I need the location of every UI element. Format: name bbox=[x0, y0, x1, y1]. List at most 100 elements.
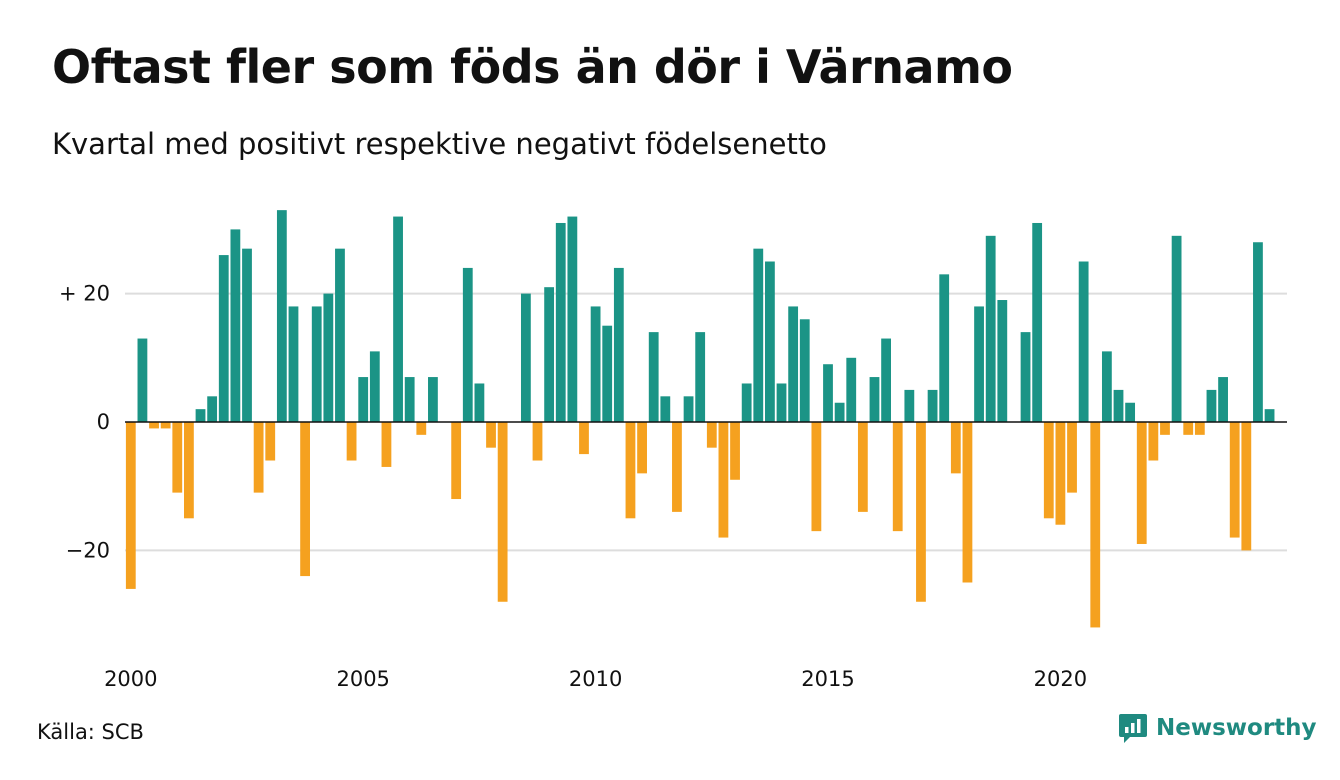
bar bbox=[823, 364, 833, 422]
bar bbox=[1218, 377, 1228, 422]
bar bbox=[1183, 422, 1194, 435]
bar bbox=[195, 409, 206, 422]
bar bbox=[846, 357, 857, 422]
bar bbox=[613, 267, 624, 422]
bar bbox=[462, 267, 473, 422]
brand-logo: Newsworthy bbox=[1118, 712, 1317, 744]
bar bbox=[486, 422, 496, 448]
bar bbox=[683, 396, 694, 422]
bar bbox=[1160, 422, 1170, 435]
bar bbox=[950, 422, 961, 474]
bar bbox=[625, 422, 636, 519]
bar bbox=[207, 396, 218, 422]
bar bbox=[730, 422, 740, 480]
bar bbox=[276, 210, 287, 422]
bar bbox=[358, 377, 369, 422]
bar bbox=[765, 261, 775, 422]
bar bbox=[718, 422, 729, 538]
bar bbox=[1194, 422, 1205, 435]
bar bbox=[404, 377, 415, 422]
bar bbox=[1055, 422, 1066, 525]
x-axis-labels: 2000 2005 2010 2015 2020 bbox=[104, 667, 1087, 691]
bar bbox=[1171, 235, 1182, 422]
bar bbox=[1090, 422, 1101, 628]
bar bbox=[695, 332, 706, 422]
x-tick-label: 2000 bbox=[104, 667, 157, 691]
y-tick-label: 0 bbox=[97, 410, 110, 434]
bar bbox=[451, 422, 462, 500]
bar bbox=[1264, 409, 1275, 422]
bar bbox=[1043, 422, 1054, 519]
bar bbox=[393, 216, 403, 422]
bar bbox=[1125, 402, 1136, 422]
bar bbox=[428, 377, 438, 422]
bar bbox=[288, 306, 299, 422]
bar bbox=[1241, 422, 1252, 551]
bar bbox=[1253, 242, 1263, 422]
bar bbox=[1032, 222, 1043, 422]
y-axis-labels: + 20 0 −20 bbox=[59, 282, 110, 563]
bar bbox=[416, 422, 427, 435]
bar bbox=[323, 293, 334, 422]
bar bbox=[1206, 389, 1217, 422]
bar bbox=[962, 422, 973, 583]
x-tick-label: 2010 bbox=[569, 667, 622, 691]
bar bbox=[706, 422, 717, 448]
bar bbox=[218, 255, 229, 422]
bar bbox=[904, 389, 915, 422]
bar bbox=[125, 422, 136, 589]
bar bbox=[579, 422, 589, 455]
bar bbox=[602, 325, 613, 422]
chart-title: Oftast fler som föds än dör i Värnamo bbox=[52, 40, 1013, 94]
bar bbox=[974, 306, 984, 422]
bar bbox=[253, 422, 264, 493]
bar bbox=[857, 422, 868, 512]
bar bbox=[137, 338, 148, 422]
bar bbox=[660, 396, 671, 422]
bar bbox=[788, 306, 799, 422]
bar bbox=[916, 422, 926, 602]
bar bbox=[567, 216, 578, 422]
bars bbox=[125, 210, 1275, 628]
bar bbox=[753, 248, 764, 422]
bar bbox=[497, 422, 508, 602]
source-note: Källa: SCB bbox=[37, 720, 144, 744]
bar bbox=[1101, 351, 1112, 422]
bar bbox=[637, 422, 647, 474]
bar bbox=[532, 422, 543, 461]
bar bbox=[927, 389, 938, 422]
bar bbox=[172, 422, 183, 493]
bar bbox=[811, 422, 822, 532]
bar bbox=[335, 248, 345, 422]
bar bbox=[160, 422, 171, 429]
bar bbox=[1229, 422, 1240, 538]
bar bbox=[555, 222, 566, 422]
bar bbox=[892, 422, 903, 532]
bar bbox=[544, 287, 555, 422]
bar bbox=[869, 377, 880, 422]
bar bbox=[369, 351, 380, 422]
chart-subtitle: Kvartal med positivt respektive negativt… bbox=[52, 127, 827, 161]
bar bbox=[520, 293, 531, 422]
bar bbox=[381, 422, 392, 467]
bar bbox=[184, 422, 194, 519]
bar bbox=[1020, 332, 1031, 422]
bar bbox=[985, 235, 996, 422]
bar bbox=[672, 422, 682, 512]
bar bbox=[1148, 422, 1159, 461]
bar bbox=[648, 332, 659, 422]
x-tick-label: 2020 bbox=[1034, 667, 1087, 691]
x-tick-label: 2015 bbox=[801, 667, 854, 691]
bar bbox=[265, 422, 276, 461]
bar bbox=[1113, 389, 1124, 422]
bar bbox=[346, 422, 357, 461]
bar bbox=[1078, 261, 1089, 422]
bar bbox=[1067, 422, 1077, 493]
y-tick-label: + 20 bbox=[59, 282, 110, 306]
bar bbox=[881, 338, 891, 422]
bar bbox=[242, 248, 252, 422]
bar bbox=[230, 229, 241, 422]
bar bbox=[741, 383, 752, 422]
bar bbox=[590, 306, 601, 422]
